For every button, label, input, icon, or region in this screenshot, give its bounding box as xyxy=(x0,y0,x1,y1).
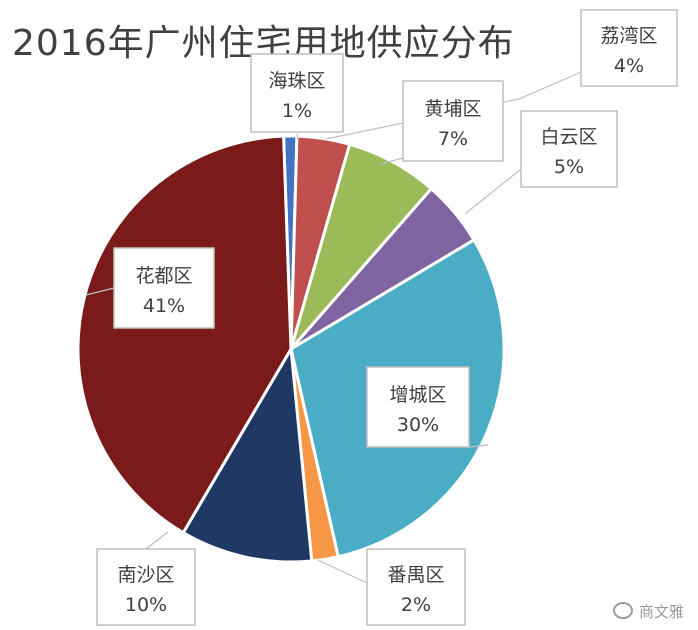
wechat-icon xyxy=(612,602,633,619)
category-label: 白云区 xyxy=(540,126,597,148)
category-label: 番禺区 xyxy=(387,564,444,586)
data-label-7: 南沙区 10% xyxy=(96,548,196,626)
value-label: 7% xyxy=(438,128,468,150)
data-label-8: 花都区 41% xyxy=(113,247,215,329)
leader-line-3 xyxy=(379,157,404,165)
label-box-8 xyxy=(113,247,215,329)
label-box-5 xyxy=(366,366,470,448)
pie-slices xyxy=(76,134,506,564)
leader-line-2 xyxy=(325,71,582,140)
leader-line-8 xyxy=(85,287,115,296)
leader-line-4 xyxy=(464,168,522,215)
data-label-1: 海珠区 1% xyxy=(250,53,344,133)
data-label-4: 白云区 5% xyxy=(520,110,618,188)
pie-slice-7 xyxy=(181,344,314,564)
label-box-4 xyxy=(520,110,618,188)
leader-line-7 xyxy=(145,531,169,550)
value-label: 5% xyxy=(554,156,584,178)
category-label: 海珠区 xyxy=(268,70,325,92)
category-label: 花都区 xyxy=(135,265,192,287)
data-labels: 海珠区 1% 荔湾区 4% 黄埔区 7% 白云区 5% 增城区 30% 番禺区 2% 南沙区 10% 花都区… xyxy=(96,9,678,626)
value-label: 10% xyxy=(125,594,167,616)
data-label-6: 番禺区 2% xyxy=(366,548,466,626)
category-label: 荔湾区 xyxy=(600,25,657,47)
category-label: 南沙区 xyxy=(117,564,174,586)
value-label: 1% xyxy=(282,100,312,122)
category-label: 增城区 xyxy=(389,384,446,406)
label-box-7 xyxy=(96,548,196,626)
leader-line-6 xyxy=(317,559,368,584)
data-label-5: 增城区 30% xyxy=(366,366,470,448)
label-box-3 xyxy=(402,80,504,162)
leader-line-5 xyxy=(468,444,489,448)
leader-line-1 xyxy=(296,133,299,140)
leader-lines xyxy=(85,71,582,584)
value-label: 41% xyxy=(143,295,185,317)
value-label: 30% xyxy=(397,414,439,436)
label-box-6 xyxy=(366,548,466,626)
data-label-3: 黄埔区 7% xyxy=(402,80,504,162)
watermark-text: 商文雅 xyxy=(638,603,684,621)
category-label: 黄埔区 xyxy=(424,98,481,120)
watermark: 商文雅 xyxy=(612,601,684,622)
data-label-2: 荔湾区 4% xyxy=(580,9,678,87)
label-box-1 xyxy=(250,53,344,133)
pie-slice-8 xyxy=(76,134,293,535)
value-label: 2% xyxy=(401,594,431,616)
value-label: 4% xyxy=(614,55,644,77)
label-box-2 xyxy=(580,9,678,87)
